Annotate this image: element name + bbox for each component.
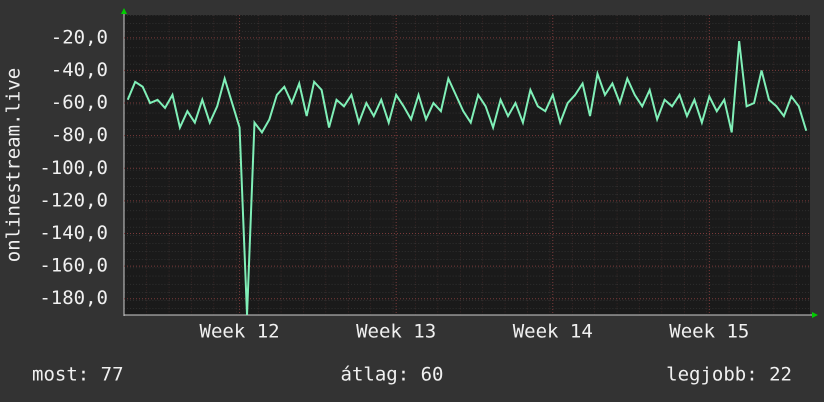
x-tick-label: Week 15 xyxy=(669,321,749,343)
data-line xyxy=(126,40,808,316)
x-tick-label: Week 12 xyxy=(200,321,280,343)
y-tick-label: -180,0 xyxy=(39,287,108,309)
x-arrow xyxy=(812,312,818,318)
y-tick-label: -80,0 xyxy=(51,124,108,146)
y-tick-label: -20,0 xyxy=(51,26,108,48)
footer-avg: átlag: 60 xyxy=(341,364,444,386)
footer-now: most: 77 xyxy=(32,364,124,386)
y-tick-label: -160,0 xyxy=(39,255,108,277)
y-tick-label: -40,0 xyxy=(51,59,108,81)
footer-max: legjobb: 22 xyxy=(666,364,792,386)
y-tick-label: -100,0 xyxy=(39,157,108,179)
x-tick-label: Week 13 xyxy=(356,321,436,343)
y-arrow xyxy=(121,8,127,14)
y-tick-label: -120,0 xyxy=(39,189,108,211)
x-tick-label: Week 14 xyxy=(513,321,593,343)
y-axis-label: onlinestream.live xyxy=(3,68,25,262)
minor-grid xyxy=(124,15,810,315)
y-tick-label: -140,0 xyxy=(39,222,108,244)
y-tick-label: -60,0 xyxy=(51,92,108,114)
